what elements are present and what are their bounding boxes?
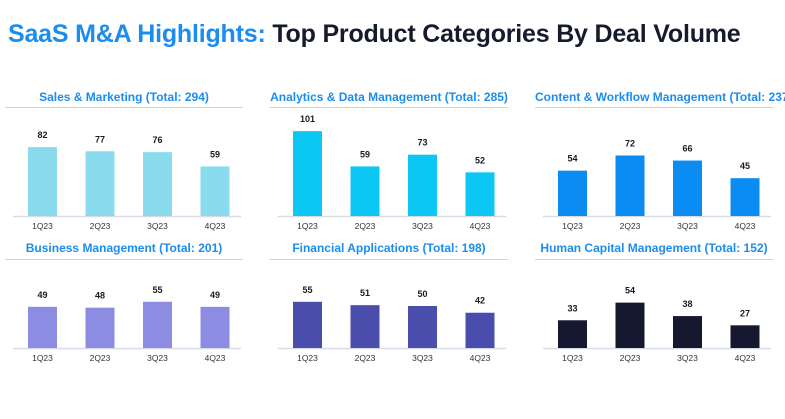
data-label: 73 <box>417 138 427 148</box>
bar <box>730 325 760 348</box>
chart-title: Content & Workflow Management (Total: 23… <box>535 90 785 104</box>
x-tick-label: 1Q23 <box>297 353 318 363</box>
title-highlight: SaaS M&A Highlights: <box>8 20 266 48</box>
data-label: 48 <box>95 291 105 301</box>
data-label: 55 <box>152 285 162 295</box>
x-tick-label: 3Q23 <box>147 221 168 231</box>
bar-chart: 101 1Q23 59 2Q23 73 3Q23 52 4Q23 <box>278 114 506 231</box>
data-label: 82 <box>37 130 47 140</box>
x-tick-label: 4Q23 <box>470 353 491 363</box>
bar <box>408 306 437 348</box>
x-tick-label: 4Q23 <box>735 221 756 231</box>
data-label: 51 <box>360 288 370 298</box>
bar <box>350 166 380 216</box>
data-label: 54 <box>625 286 635 296</box>
data-label: 59 <box>210 149 220 159</box>
bar <box>28 306 57 348</box>
x-tick-label: 2Q23 <box>355 221 376 231</box>
data-label: 42 <box>475 296 485 306</box>
x-tick-label: 2Q23 <box>90 221 111 231</box>
data-label: 76 <box>152 135 162 145</box>
bar-chart: 55 1Q23 51 2Q23 50 3Q23 42 4Q23 <box>278 285 506 363</box>
data-label: 101 <box>300 114 315 124</box>
x-tick-label: 1Q23 <box>32 221 53 231</box>
bar <box>350 305 380 348</box>
x-tick-label: 4Q23 <box>470 221 491 231</box>
data-label: 55 <box>302 285 312 295</box>
chart-title: Financial Applications (Total: 198) <box>292 241 486 255</box>
data-label: 33 <box>567 303 577 313</box>
data-label: 27 <box>740 308 750 318</box>
bar <box>293 301 322 348</box>
bar <box>200 306 230 348</box>
data-label: 66 <box>682 144 692 154</box>
data-label: 45 <box>740 161 750 171</box>
bar <box>200 166 230 216</box>
bar-chart: 82 1Q23 77 2Q23 76 3Q23 59 4Q23 <box>13 130 241 231</box>
bar <box>465 172 495 216</box>
title-divider <box>5 107 243 108</box>
chart-title: Human Capital Management (Total: 152) <box>540 241 768 255</box>
bar <box>730 178 760 216</box>
chart-title: Business Management (Total: 201) <box>25 241 223 255</box>
title-rest: Top Product Categories By Deal Volume <box>272 20 741 48</box>
bar <box>143 301 172 348</box>
title-divider <box>270 259 508 260</box>
x-tick-label: 3Q23 <box>412 221 433 231</box>
bar <box>673 160 702 216</box>
x-tick-label: 4Q23 <box>205 221 226 231</box>
x-tick-label: 4Q23 <box>205 353 226 363</box>
bar <box>615 155 645 216</box>
chart-title: Analytics & Data Management (Total: 285) <box>270 90 508 104</box>
data-label: 54 <box>567 154 577 164</box>
data-label: 49 <box>210 290 220 300</box>
x-tick-label: 1Q23 <box>562 221 583 231</box>
bar <box>465 312 495 348</box>
bar-chart: 54 1Q23 72 2Q23 66 3Q23 45 4Q23 <box>543 139 771 231</box>
bar <box>85 151 115 216</box>
x-tick-label: 1Q23 <box>32 353 53 363</box>
bar-chart: 33 1Q23 54 2Q23 38 3Q23 27 4Q23 <box>543 286 771 363</box>
title-divider <box>270 107 508 108</box>
x-tick-label: 1Q23 <box>562 353 583 363</box>
x-tick-label: 1Q23 <box>297 221 318 231</box>
bar <box>673 316 702 348</box>
page-title: SaaS M&A Highlights: Top Product Categor… <box>8 20 741 49</box>
title-divider <box>535 259 773 260</box>
data-label: 72 <box>625 139 635 149</box>
data-label: 52 <box>475 155 485 165</box>
x-tick-label: 3Q23 <box>677 353 698 363</box>
x-tick-label: 3Q23 <box>412 353 433 363</box>
x-tick-label: 2Q23 <box>355 353 376 363</box>
x-tick-label: 3Q23 <box>147 353 168 363</box>
bar-chart: 49 1Q23 48 2Q23 55 3Q23 49 4Q23 <box>13 285 241 363</box>
data-label: 49 <box>37 290 47 300</box>
data-label: 50 <box>417 289 427 299</box>
x-tick-label: 3Q23 <box>677 221 698 231</box>
title-divider <box>535 107 773 108</box>
bar <box>85 307 115 348</box>
data-label: 59 <box>360 149 370 159</box>
x-tick-label: 2Q23 <box>90 353 111 363</box>
data-label: 38 <box>682 299 692 309</box>
x-tick-label: 2Q23 <box>620 221 641 231</box>
bar <box>615 302 645 348</box>
bar <box>558 320 587 348</box>
data-label: 77 <box>95 134 105 144</box>
bar <box>293 131 322 216</box>
bar <box>28 147 57 216</box>
chart-title: Sales & Marketing (Total: 294) <box>39 90 209 104</box>
bar <box>408 154 437 216</box>
bar <box>143 152 172 216</box>
title-divider <box>5 259 243 260</box>
bar <box>558 170 587 216</box>
x-tick-label: 2Q23 <box>620 353 641 363</box>
x-tick-label: 4Q23 <box>735 353 756 363</box>
